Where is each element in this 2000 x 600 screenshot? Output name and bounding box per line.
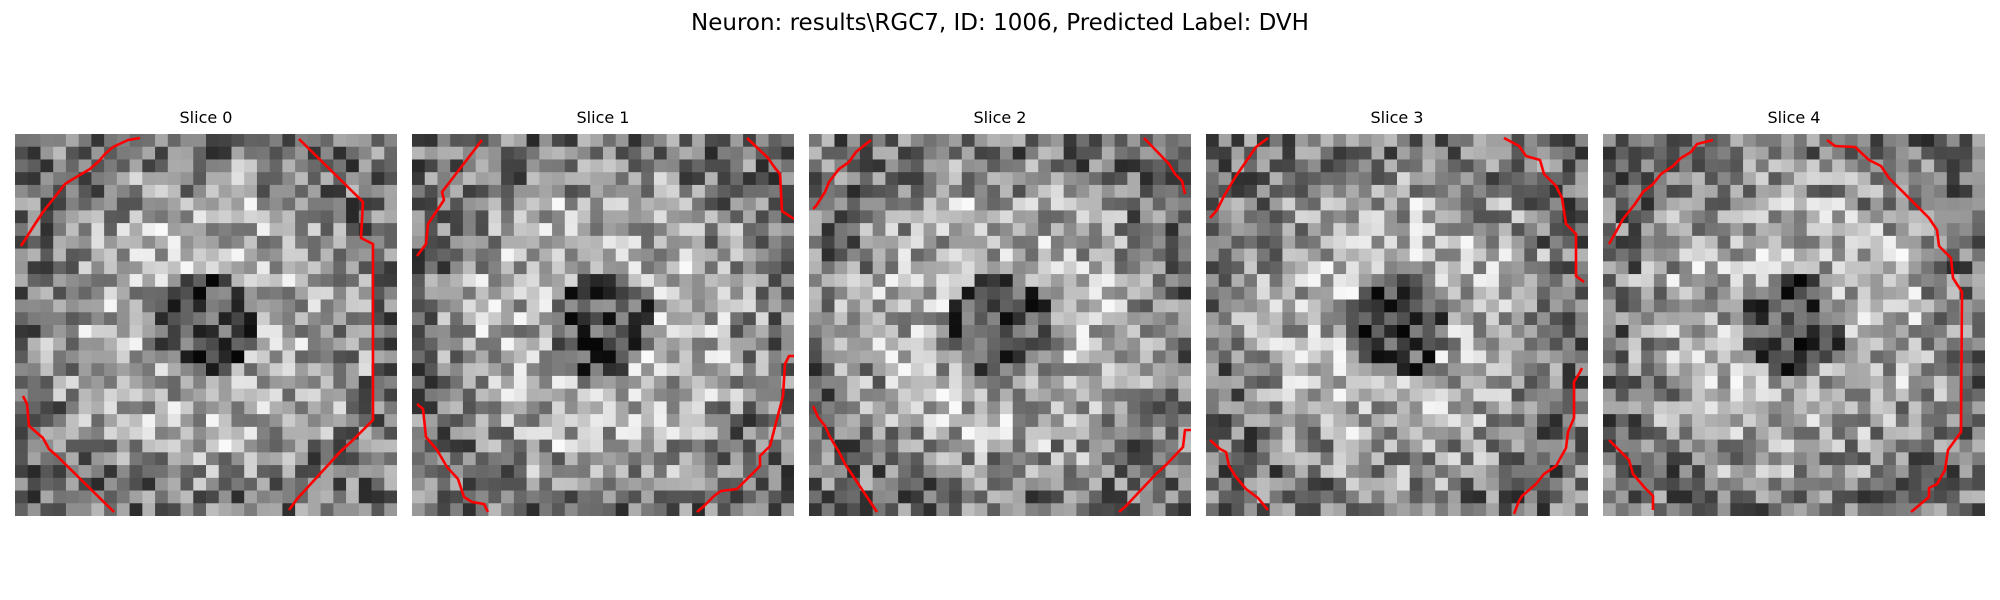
slice-image-1: [412, 134, 794, 516]
slice-title: Slice 3: [1370, 108, 1424, 127]
slice-panel-2: Slice 2: [809, 106, 1191, 516]
contour-line: [1503, 136, 1585, 284]
contour-line: [1608, 439, 1655, 510]
contour-line: [1143, 137, 1187, 195]
contour-line: [1209, 439, 1269, 511]
contour-line: [21, 395, 115, 513]
contour-line: [696, 354, 794, 513]
contour-line: [415, 139, 484, 257]
contour-line: [19, 136, 141, 247]
slice-image-2: [809, 134, 1191, 516]
slice-title: Slice 4: [1767, 108, 1821, 127]
contour-line: [812, 138, 872, 210]
slice-title: Slice 2: [973, 108, 1027, 127]
contour-line: [287, 138, 375, 511]
contour-line: [1118, 428, 1191, 513]
contour-line: [1209, 136, 1269, 219]
slice-panel-1: Slice 1: [412, 106, 794, 516]
contour-line: [416, 403, 490, 513]
slice-title: Slice 0: [179, 108, 233, 127]
contour-line: [1607, 138, 1714, 245]
slice-panel-0: Slice 0: [15, 106, 397, 516]
slice-title: Slice 1: [576, 108, 630, 127]
slice-image-4: [1603, 134, 1985, 516]
contour-line: [811, 405, 879, 513]
slice-panel-3: Slice 3: [1206, 106, 1588, 516]
contour-line: [1512, 367, 1584, 515]
slice-image-3: [1206, 134, 1588, 516]
slice-panel-4: Slice 4: [1603, 106, 1985, 516]
contour-line: [746, 137, 794, 221]
contour-line: [1826, 138, 1964, 513]
slice-image-0: [15, 134, 397, 516]
figure-title: Neuron: results\RGC7, ID: 1006, Predicte…: [691, 10, 1309, 36]
